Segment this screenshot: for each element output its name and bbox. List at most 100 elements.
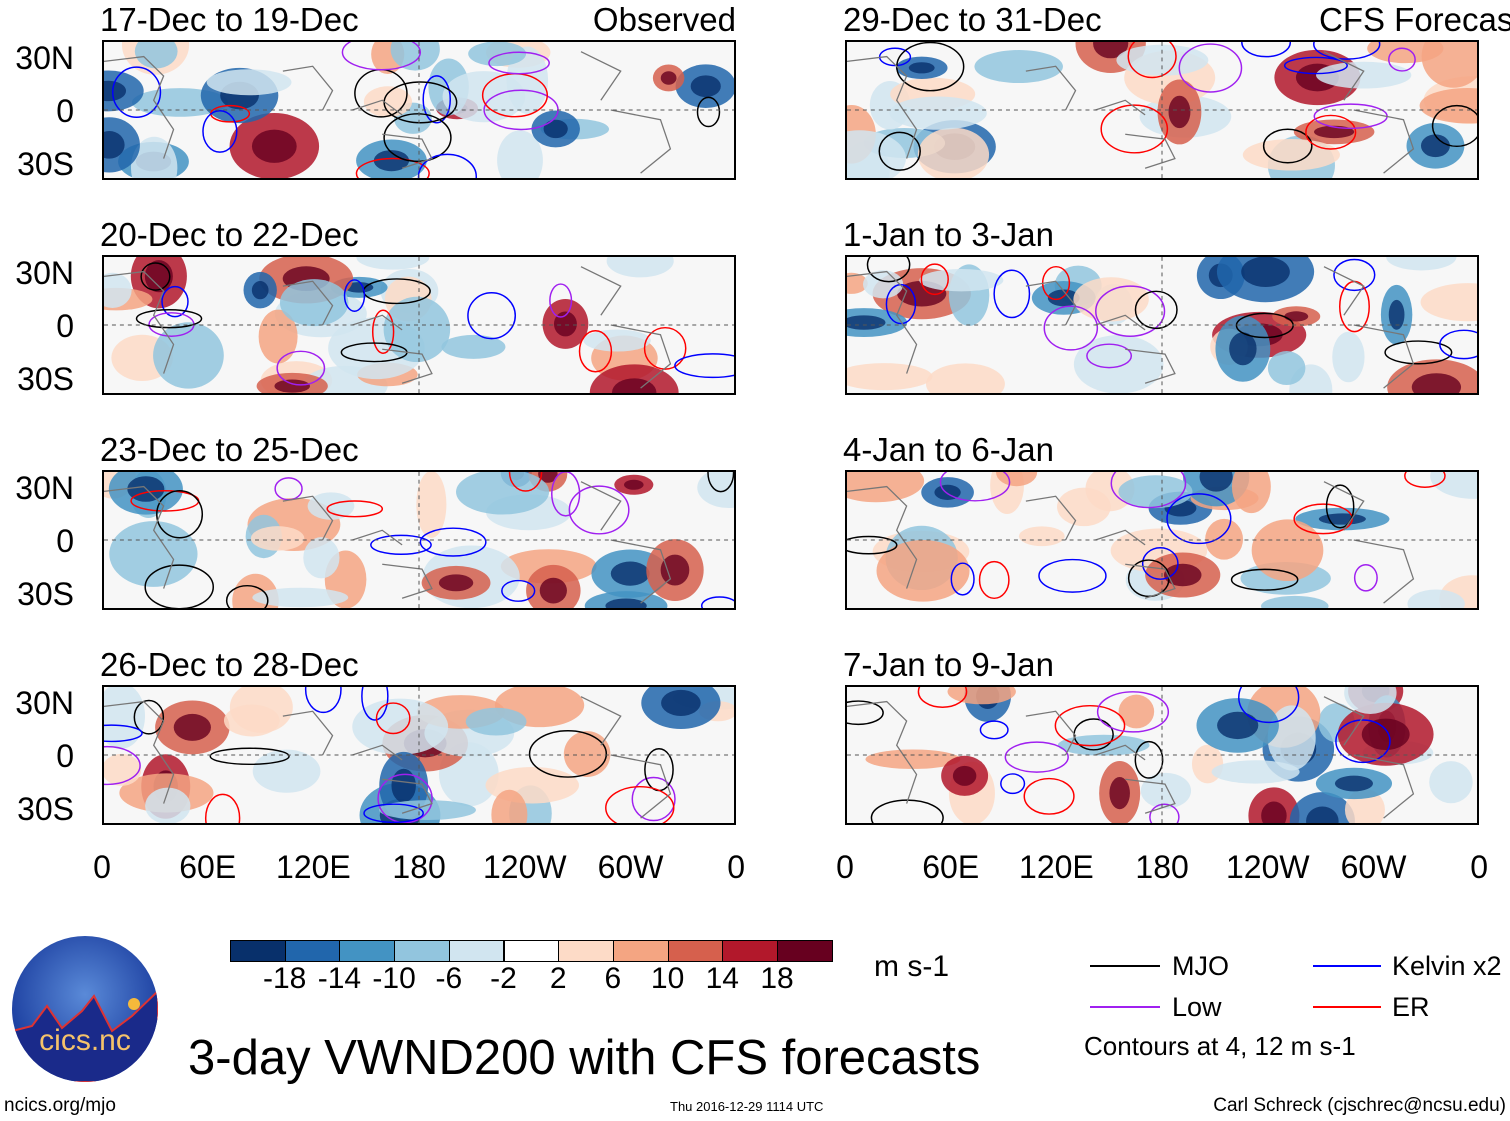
- anomaly-core: [1093, 42, 1129, 59]
- anomaly-blob: [356, 257, 430, 270]
- coastlines: [104, 51, 672, 174]
- contour: [578, 330, 613, 373]
- contour: [363, 803, 424, 823]
- anomaly-core: [605, 598, 647, 608]
- colorbar-label: -10: [372, 962, 416, 995]
- contour: [104, 745, 141, 786]
- contour: [370, 534, 432, 556]
- contour: [508, 472, 543, 492]
- logo-text: cics.nc: [39, 1024, 131, 1057]
- anomaly-blob: [1118, 694, 1155, 729]
- anomaly-blob: [1057, 487, 1111, 527]
- anomaly-blob: [1386, 257, 1457, 271]
- anomaly-blob: [889, 96, 987, 130]
- anomaly-blob: [1118, 475, 1193, 509]
- contour: [111, 66, 162, 119]
- anomaly-blob: [1231, 472, 1271, 514]
- anomaly-core: [251, 129, 297, 163]
- contour: [209, 747, 290, 766]
- anomaly-core: [612, 378, 657, 393]
- anomaly-blob: [1211, 760, 1300, 784]
- colorbar-swatch: [394, 940, 450, 962]
- anomaly-blob: [442, 71, 526, 123]
- contour: [920, 263, 949, 296]
- anomaly-blob: [465, 707, 527, 736]
- anomaly-blob: [250, 526, 305, 551]
- anomaly-blob: [996, 472, 1038, 487]
- contour: [371, 309, 395, 354]
- lon-label: 60W: [1340, 849, 1407, 885]
- contour: [1054, 704, 1126, 747]
- lon-label: 0: [1470, 849, 1489, 885]
- contour: [417, 153, 478, 178]
- legend-line-kelvin: [1313, 965, 1381, 967]
- anomaly-blob: [847, 363, 933, 391]
- anomaly-blob: [303, 537, 340, 579]
- anomaly-core: [373, 150, 410, 172]
- contour: [422, 75, 451, 124]
- contour: [528, 730, 608, 778]
- lon-label: 120W: [1226, 849, 1310, 885]
- anomaly-core: [1217, 711, 1259, 740]
- anomaly-core: [661, 689, 701, 716]
- panel-header: Observed: [592, 1, 736, 38]
- anomaly-core: [543, 119, 568, 139]
- contour: [551, 472, 581, 517]
- footer-credit: Carl Schreck (cjschrec@ncsu.edu): [1213, 1095, 1506, 1116]
- contour: [1134, 740, 1164, 779]
- anomaly-blob: [1344, 687, 1397, 714]
- anomaly-core: [908, 62, 935, 74]
- anomaly-core: [1318, 513, 1366, 525]
- contour: [993, 269, 1031, 319]
- anomaly-core: [1334, 775, 1374, 792]
- contour: [1431, 104, 1477, 148]
- map-panel: [102, 470, 736, 610]
- anomaly-blob: [1251, 519, 1324, 582]
- colorbar-swatch: [230, 940, 286, 962]
- anomaly-core: [391, 768, 416, 803]
- contour: [950, 562, 975, 596]
- lat-label: 0: [56, 738, 74, 774]
- footer-url[interactable]: ncics.org/mjo: [4, 1095, 116, 1116]
- anomaly-core: [1241, 257, 1290, 288]
- anomaly-core: [1261, 801, 1287, 823]
- map-panel: [845, 255, 1479, 395]
- anomaly-blob: [258, 309, 298, 364]
- contour: [605, 785, 675, 823]
- map-panel: [845, 470, 1479, 610]
- contour: [1325, 484, 1355, 529]
- anomaly-blob: [1421, 42, 1477, 88]
- colorbar-label: -18: [263, 962, 307, 995]
- anomaly-blob: [1332, 331, 1365, 383]
- colorbar-label: 2: [549, 962, 567, 995]
- lat-label: 30N: [15, 685, 74, 721]
- contour: [144, 564, 214, 608]
- contour: [1305, 114, 1357, 150]
- lon-label: 120E: [276, 849, 351, 885]
- contour: [161, 285, 189, 318]
- colorbar-swatch: [503, 940, 560, 962]
- map-panel: [102, 685, 736, 825]
- legend-label-kelvin: Kelvin x2: [1392, 951, 1502, 981]
- anomaly-core: [1047, 289, 1080, 307]
- legend-label-mjo: MJO: [1172, 951, 1229, 981]
- colorbar-label: -2: [490, 962, 517, 995]
- anomaly-core: [173, 713, 211, 741]
- anomaly-blob: [1316, 61, 1412, 89]
- lat-label: 30S: [17, 791, 74, 827]
- contour: [847, 535, 898, 555]
- anomaly-blob: [252, 749, 321, 793]
- anomaly-blob: [229, 687, 293, 733]
- colorbar-swatch: [612, 940, 669, 962]
- anomaly-blob: [1242, 139, 1340, 171]
- figure-title: 3-day VWND200 with CFS forecasts: [188, 1031, 981, 1085]
- lon-label: 0: [727, 849, 746, 885]
- contour: [156, 489, 204, 539]
- anomaly-blob: [606, 257, 674, 278]
- anomaly-blob: [865, 749, 961, 769]
- anomaly-blob: [919, 268, 1004, 292]
- contour: [568, 485, 630, 535]
- anomaly-blob: [1267, 351, 1306, 386]
- contour: [1086, 343, 1133, 369]
- anomaly-core: [1199, 472, 1233, 492]
